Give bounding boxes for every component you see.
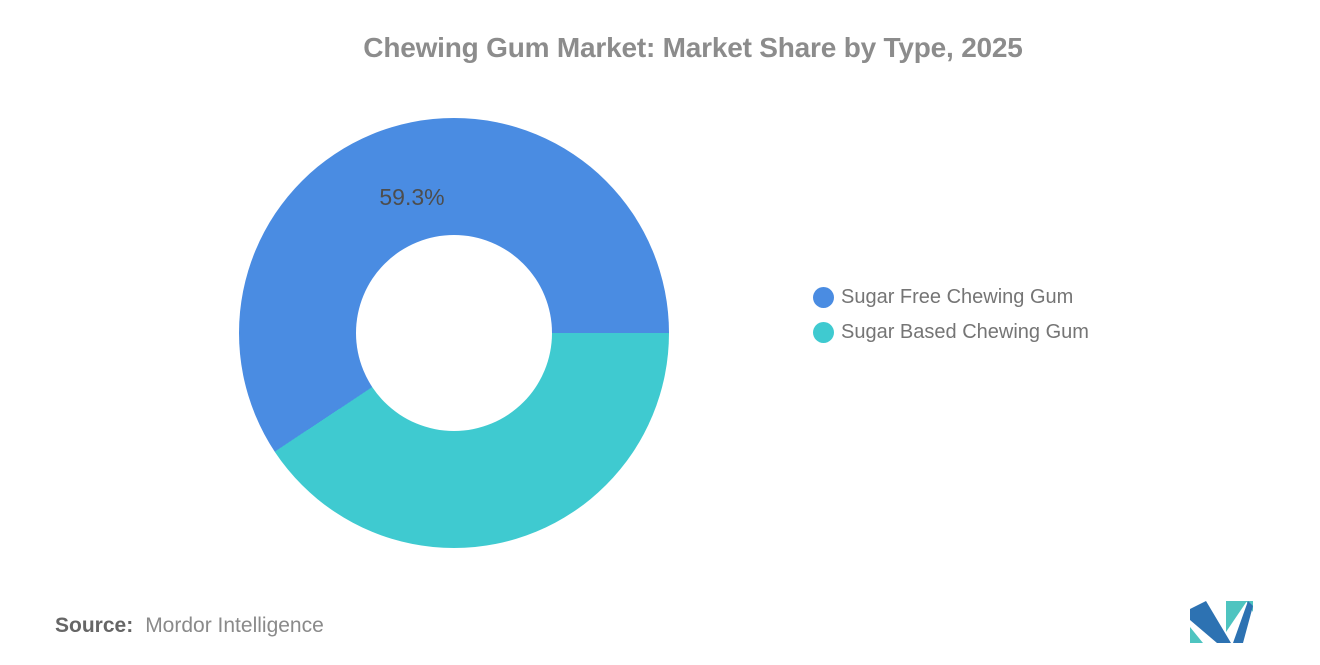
- legend-item-sugar-free[interactable]: Sugar Free Chewing Gum: [813, 286, 1089, 309]
- donut-hole: [356, 235, 552, 431]
- mordor-intelligence-logo: [1190, 601, 1253, 643]
- legend-swatch-sugar-based: [813, 322, 834, 343]
- legend-label-sugar-based: Sugar Based Chewing Gum: [841, 321, 1089, 343]
- source-row: Source: Mordor Intelligence: [55, 614, 324, 638]
- source-label: Source:: [55, 614, 134, 637]
- legend-label-sugar-free: Sugar Free Chewing Gum: [841, 286, 1074, 308]
- source-value: Mordor Intelligence: [145, 614, 324, 637]
- legend-swatch-sugar-free: [813, 287, 834, 308]
- legend: Sugar Free Chewing Gum Sugar Based Chewi…: [813, 286, 1089, 356]
- chart-title: Chewing Gum Market: Market Share by Type…: [363, 32, 1023, 63]
- legend-item-sugar-based[interactable]: Sugar Based Chewing Gum: [813, 321, 1089, 344]
- slice-data-label: 59.3%: [379, 184, 445, 210]
- donut-chart: 59.3%: [239, 118, 669, 548]
